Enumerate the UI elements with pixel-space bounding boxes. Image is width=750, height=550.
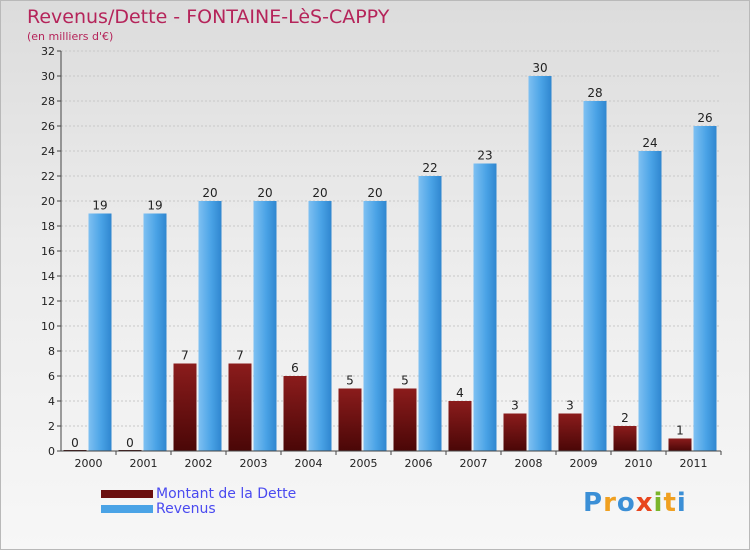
x-tick-label: 2001 [130,457,158,470]
revenus-value-label: 30 [532,61,547,75]
debt-bar [448,401,472,451]
legend-label-debt: Montant de la Dette [156,486,297,502]
debt-value-label: 4 [456,386,464,400]
debt-bar [668,438,692,451]
revenus-value-label: 26 [697,111,712,125]
y-tick-label: 14 [41,270,55,283]
debt-bar [503,413,527,451]
debt-bar [393,388,417,451]
x-tick-label: 2010 [625,457,653,470]
x-tick-label: 2000 [75,457,103,470]
chart-subtitle: (en milliers d'€) [27,30,114,43]
logo-letter: t [663,488,677,518]
x-tick-label: 2004 [295,457,323,470]
x-tick-label: 2011 [680,457,708,470]
logo-letter: i [653,488,664,518]
revenus-value-label: 23 [477,149,492,163]
revenus-bar [253,201,277,451]
y-tick-label: 0 [48,445,55,458]
revenus-bar [418,176,442,451]
logo-letter: o [616,488,636,518]
revenus-value-label: 20 [312,186,327,200]
revenus-value-label: 28 [587,86,602,100]
revenus-value-label: 19 [92,199,107,213]
y-tick-label: 18 [41,220,55,233]
revenus-value-label: 24 [642,136,657,150]
debt-value-label: 0 [71,436,79,450]
x-tick-label: 2002 [185,457,213,470]
revenus-bar [198,201,222,451]
x-tick-label: 2007 [460,457,488,470]
debt-bar [338,388,362,451]
revenus-bar [363,201,387,451]
y-tick-label: 32 [41,45,55,58]
bars [63,76,717,451]
revenus-bar [143,213,167,451]
y-tick-label: 6 [48,370,55,383]
y-tick-label: 24 [41,145,55,158]
revenus-value-label: 20 [367,186,382,200]
y-tick-label: 8 [48,345,55,358]
legend-swatch-revenus [101,505,153,513]
revenus-bar [528,76,552,451]
logo-letter: r [603,488,617,518]
debt-bar [173,363,197,451]
y-tick-label: 16 [41,245,55,258]
y-tick-label: 28 [41,95,55,108]
logo-letter: i [676,488,687,518]
debt-value-label: 3 [566,399,574,413]
debt-bar [613,426,637,451]
proxiti-logo: Proxiti [583,488,687,518]
revenus-bar [88,213,112,451]
chart-title: Revenus/Dette - FONTAINE-LèS-CAPPY [27,6,390,28]
debt-value-label: 5 [401,374,409,388]
revenus-value-label: 20 [202,186,217,200]
debt-value-label: 7 [181,349,189,363]
y-tick-label: 2 [48,420,55,433]
y-tick-label: 4 [48,395,55,408]
debt-bar [228,363,252,451]
revenus-bar [473,163,497,451]
x-tick-label: 2009 [570,457,598,470]
debt-value-label: 7 [236,349,244,363]
revenus-value-label: 20 [257,186,272,200]
revenus-value-label: 22 [422,161,437,175]
x-tick-label: 2006 [405,457,433,470]
debt-value-label: 0 [126,436,134,450]
y-tick-label: 26 [41,120,55,133]
debt-value-label: 3 [511,399,519,413]
debt-value-label: 1 [676,424,684,438]
y-tick-label: 12 [41,295,55,308]
revenus-bar [638,151,662,451]
debt-bar [558,413,582,451]
logo-letter: x [635,488,654,518]
debt-value-label: 6 [291,361,299,375]
gridlines [61,50,721,452]
legend-label-revenus: Revenus [156,501,216,517]
legend-swatch-debt [101,490,153,498]
y-tick-label: 22 [41,170,55,183]
logo-letter: P [583,488,604,518]
revenus-value-label: 19 [147,199,162,213]
x-tick-label: 2008 [515,457,543,470]
revenus-bar [308,201,332,451]
debt-value-label: 5 [346,374,354,388]
x-tick-label: 2003 [240,457,268,470]
x-axis: 2000 2001 2002 2003 2004 2005 2006 2007 2008 2009… [61,450,722,470]
debt-value-label: 2 [621,411,629,425]
y-tick-label: 10 [41,320,55,333]
revenus-bar [693,126,717,451]
debt-bar [283,376,307,451]
revenus-bar [583,101,607,451]
x-tick-label: 2005 [350,457,378,470]
y-tick-label: 30 [41,70,55,83]
y-tick-label: 20 [41,195,55,208]
